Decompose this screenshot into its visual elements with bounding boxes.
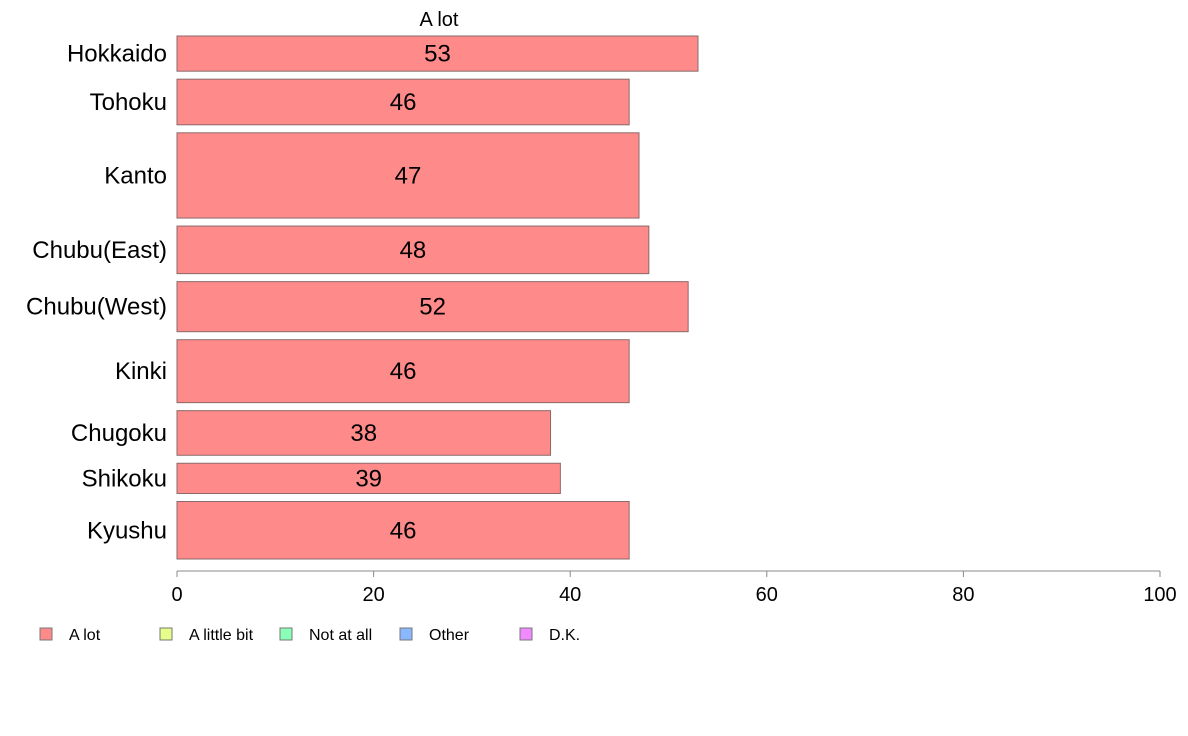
category-label-kyushu: Kyushu — [87, 517, 167, 544]
category-label-chubu-east: Chubu(East) — [32, 237, 167, 264]
x-tick-label-100: 100 — [1143, 584, 1176, 606]
category-label-shikoku: Shikoku — [82, 465, 167, 492]
legend-label-a-lot: A lot — [69, 627, 101, 644]
category-labels: Hokkaido Tohoku Kanto Chubu(East) Chubu(West… — [26, 41, 167, 545]
value-label-shikoku: 39 — [355, 465, 382, 492]
bars-group — [176, 35, 699, 560]
legend-label-a-little-bit: A little bit — [189, 627, 254, 644]
category-label-kinki: Kinki — [115, 358, 167, 385]
value-label-chubu-west: 52 — [419, 294, 446, 321]
legend-swatch-a-little-bit — [159, 627, 173, 641]
value-label-tohoku: 46 — [390, 89, 417, 116]
bar-tohoku — [176, 78, 630, 126]
chart-title: A lot — [420, 9, 459, 31]
bar-chubu-west — [176, 281, 689, 333]
legend-label-other: Other — [429, 627, 470, 644]
category-label-kanto: Kanto — [104, 162, 167, 189]
bar-kanto — [176, 132, 640, 219]
legend-swatch-not-at-all — [279, 627, 293, 641]
legend-swatch-other — [399, 627, 413, 641]
bar-kinki — [176, 339, 630, 404]
legend-swatch-a-lot — [39, 627, 53, 641]
category-label-chugoku: Chugoku — [71, 420, 167, 447]
x-tick-label-20: 20 — [362, 584, 384, 606]
legend: A lot A little bit Not at all Other D.K. — [39, 627, 580, 644]
value-labels: 53 46 47 48 52 46 38 39 46 — [350, 41, 450, 545]
x-tick-label-60: 60 — [756, 584, 778, 606]
legend-label-d-k: D.K. — [549, 627, 580, 644]
legend-swatch-d-k — [519, 627, 533, 641]
value-label-chugoku: 38 — [350, 420, 377, 447]
x-axis: 0 20 40 60 80 100 — [171, 570, 1177, 606]
bar-chubu-east — [176, 225, 650, 275]
category-label-chubu-west: Chubu(West) — [26, 294, 167, 321]
category-label-tohoku: Tohoku — [90, 89, 167, 116]
legend-label-not-at-all: Not at all — [309, 627, 372, 644]
bar-chugoku — [176, 410, 552, 456]
value-label-kyushu: 46 — [390, 517, 417, 544]
value-label-kanto: 47 — [395, 162, 422, 189]
x-tick-label-80: 80 — [952, 584, 974, 606]
bar-hokkaido — [176, 35, 699, 72]
value-label-kinki: 46 — [390, 358, 417, 385]
x-tick-label-0: 0 — [171, 584, 182, 606]
bar-kyushu — [176, 501, 630, 560]
x-tick-label-40: 40 — [559, 584, 581, 606]
value-label-chubu-east: 48 — [400, 237, 427, 264]
category-label-hokkaido: Hokkaido — [67, 41, 167, 68]
value-label-hokkaido: 53 — [424, 41, 451, 68]
bar-shikoku — [176, 462, 561, 495]
